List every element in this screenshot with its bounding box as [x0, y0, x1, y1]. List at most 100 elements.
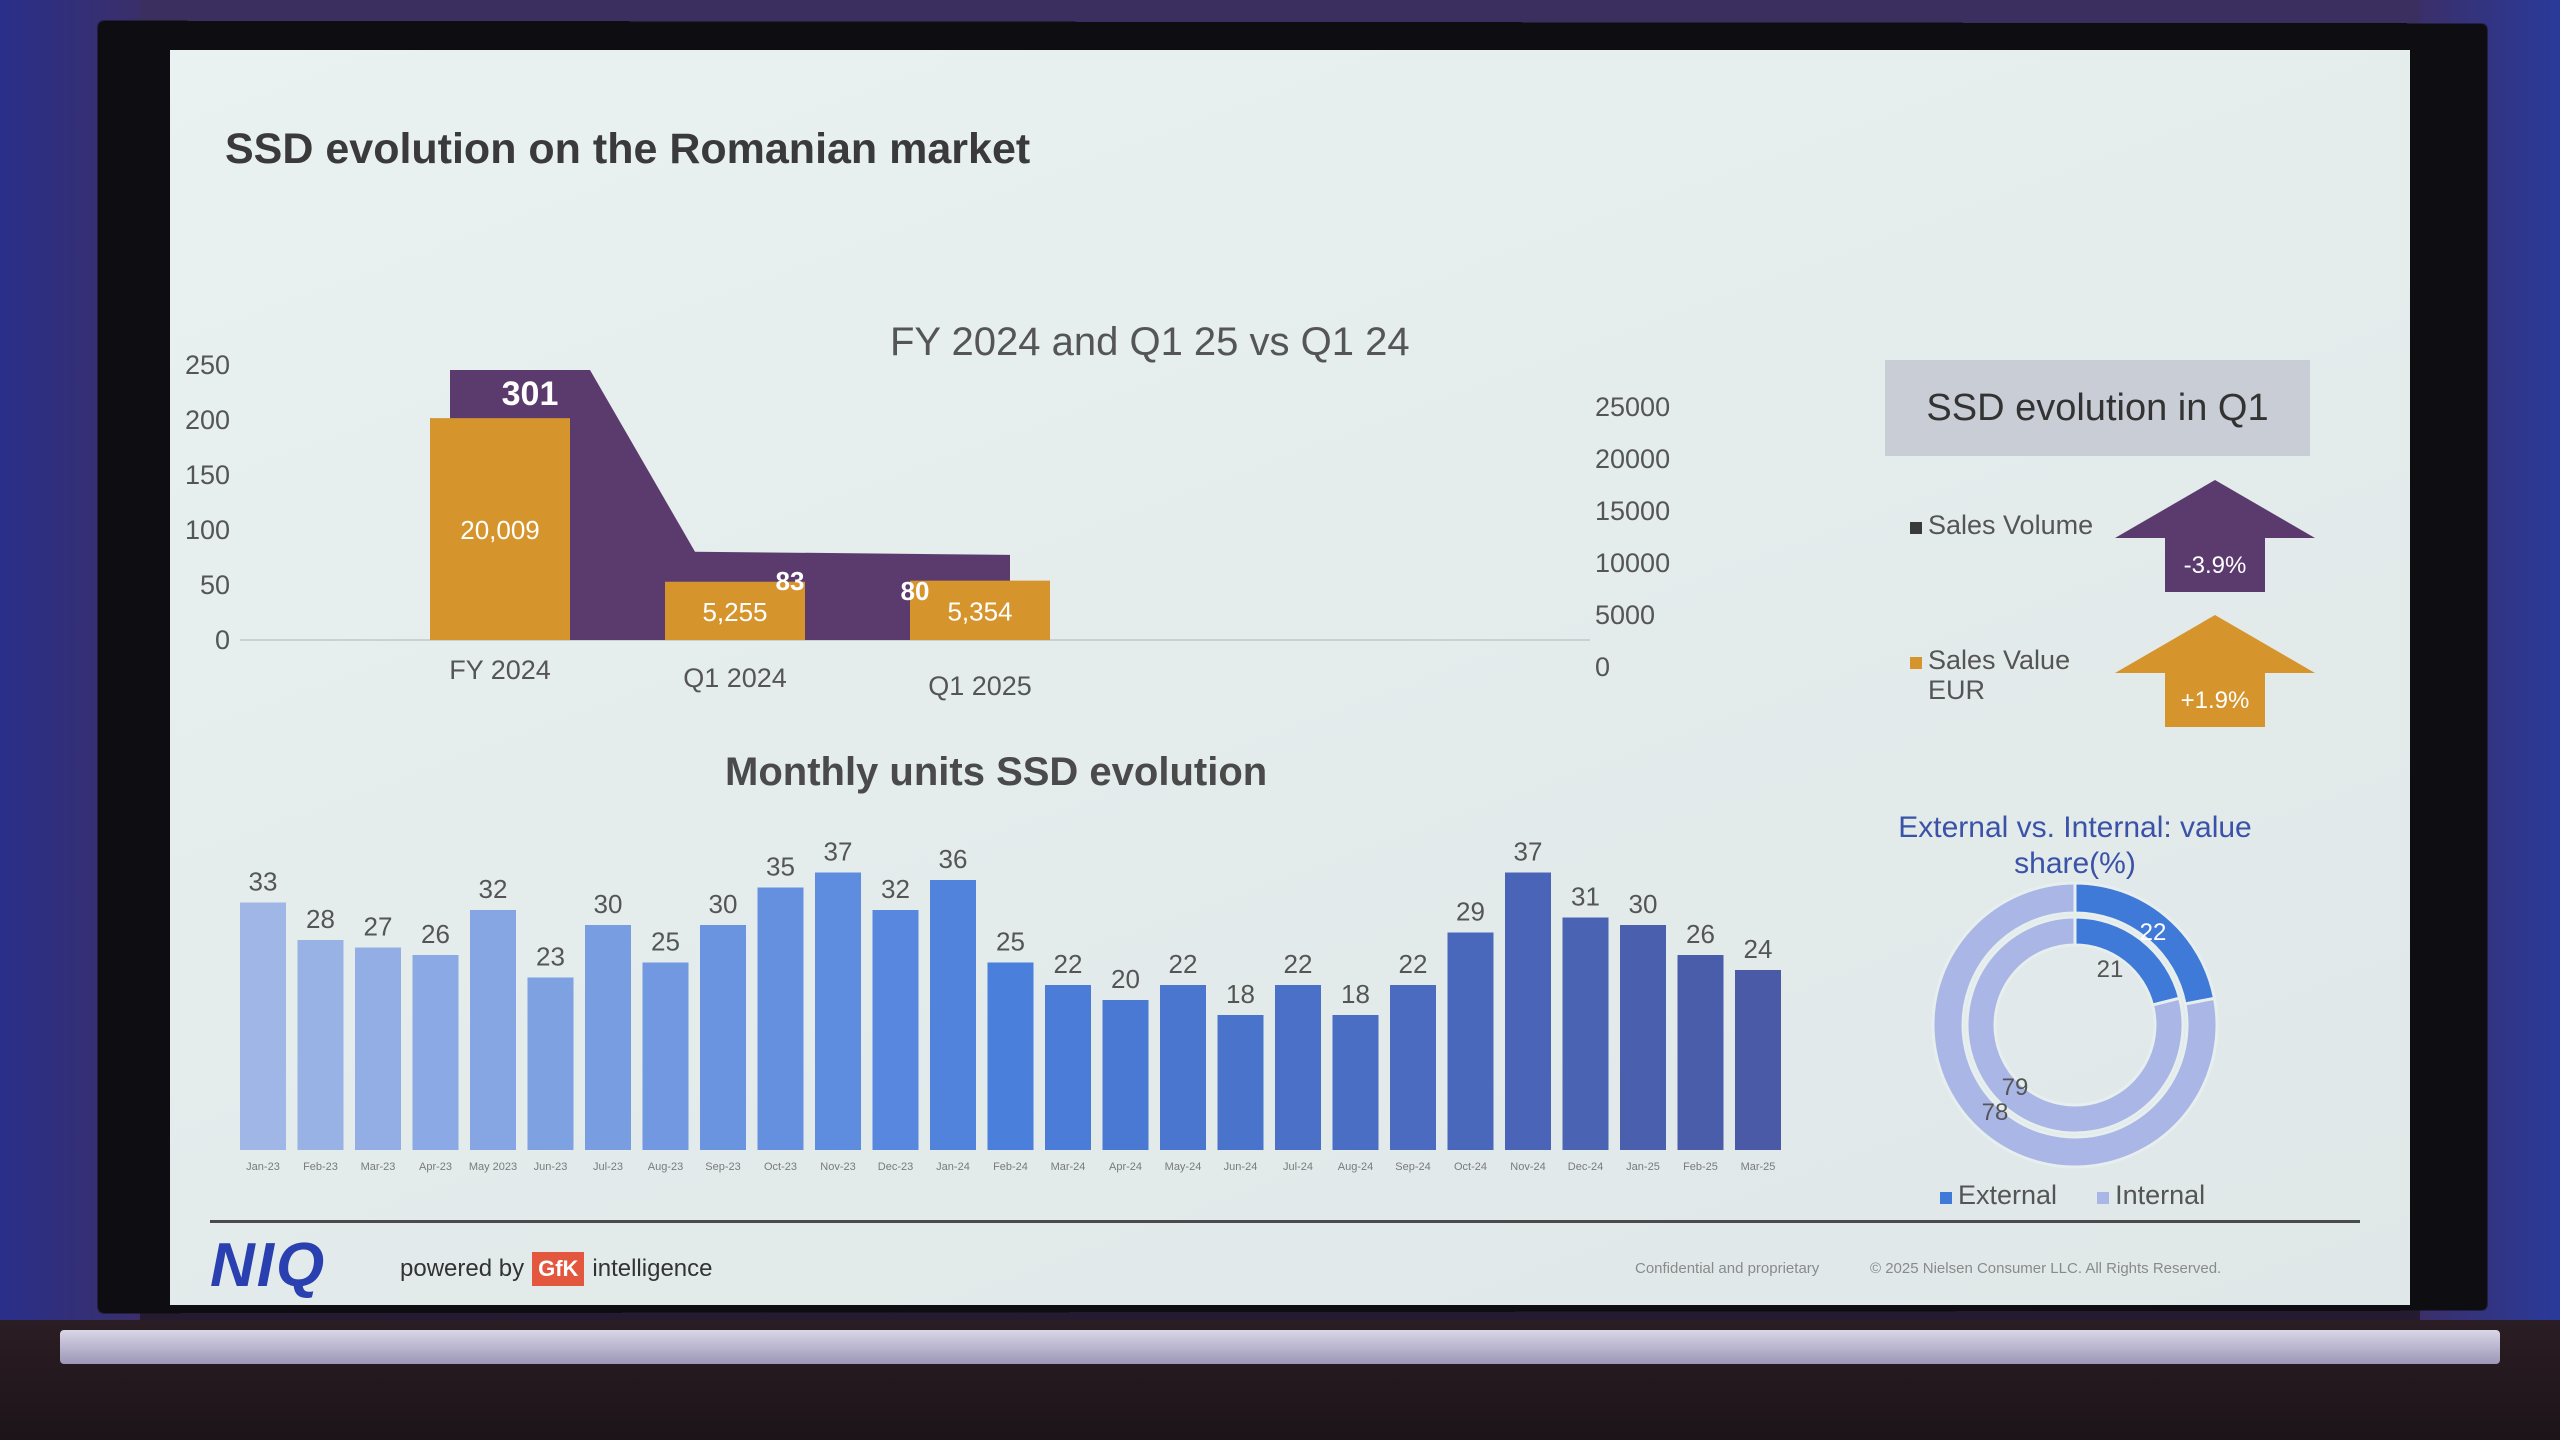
left-axis-tick: 50	[199, 570, 230, 600]
monthly-bar-label: 26	[1686, 919, 1715, 949]
legend-sales-value: Sales Value EUR	[1910, 645, 2070, 705]
monthly-bar	[1505, 872, 1551, 1150]
monthly-bar-label: 26	[421, 919, 450, 949]
combo-category-label: Q1 2024	[683, 663, 787, 693]
monthly-bar	[412, 955, 459, 1150]
monthly-bar-label: 32	[479, 874, 508, 904]
monthly-bar-label: 23	[536, 942, 565, 972]
monthly-bar	[1677, 955, 1724, 1150]
monthly-bar-label: 30	[594, 889, 623, 919]
monthly-bar-label: 18	[1341, 979, 1370, 1009]
monthly-bar-label: 20	[1111, 964, 1140, 994]
monthly-category-label: Jul-23	[593, 1161, 623, 1173]
left-axis-tick: 100	[184, 515, 230, 545]
monthly-bar	[1620, 925, 1666, 1150]
external-legend-icon	[1940, 1192, 1952, 1204]
orange-bar	[910, 580, 1050, 640]
monthly-bar-label: 31	[1571, 882, 1600, 912]
donut-slice-label: 22	[2140, 919, 2167, 946]
internal-slice	[1931, 881, 2219, 1169]
monthly-bar-label: 35	[766, 852, 795, 882]
left-axis-tick: 150	[184, 460, 230, 490]
monthly-bar	[642, 962, 689, 1150]
monthly-bar	[240, 902, 286, 1150]
monthly-bar	[1160, 985, 1206, 1150]
monthly-bar-label: 24	[1744, 934, 1773, 964]
screen-bottom-bar	[60, 1330, 2500, 1364]
sales-value-label: Sales Value	[1928, 645, 2071, 675]
monthly-bar	[1217, 1015, 1264, 1150]
donut-chart-title: External vs. Internal: value share(%)	[1898, 811, 2252, 880]
footer-divider	[210, 1220, 2360, 1223]
monthly-category-label: Jun-23	[534, 1161, 568, 1173]
monthly-bar-label: 18	[1226, 979, 1255, 1009]
internal-legend-icon	[2097, 1192, 2110, 1204]
legend-sales-volume: Sales Volume	[1910, 510, 2093, 540]
monthly-bar	[1102, 1000, 1149, 1150]
right-axis-tick: 15000	[1595, 496, 1671, 526]
monthly-category-label: Feb-23	[303, 1161, 338, 1173]
internal-slice	[1965, 915, 2185, 1135]
monthly-bar-label: 29	[1456, 897, 1485, 927]
right-axis-tick: 20000	[1595, 444, 1671, 474]
monthly-category-label: Aug-24	[1338, 1161, 1373, 1173]
orange-bar	[430, 418, 570, 640]
monthly-category-label: Nov-23	[820, 1161, 855, 1173]
monthly-bar-label: 33	[249, 867, 278, 897]
combo-chart-title: FY 2024 and Q1 25 vs Q1 24	[890, 320, 1410, 364]
monthly-bar-label: 32	[881, 874, 910, 904]
monthly-category-label: Mar-24	[1051, 1161, 1086, 1173]
legend-square-icon	[1910, 657, 1922, 669]
monthly-category-label: Sep-23	[705, 1161, 740, 1173]
monthly-bar	[527, 977, 574, 1150]
monthly-category-label: Nov-24	[1510, 1161, 1545, 1173]
monthly-bar	[1045, 985, 1091, 1150]
monthly-category-label: May 2023	[469, 1161, 517, 1173]
slide-title: SSD evolution on the Romanian market	[225, 125, 1031, 173]
monthly-category-label: Mar-23	[361, 1161, 396, 1173]
monthly-bar-label: 27	[364, 912, 393, 942]
monthly-category-label: Sep-24	[1395, 1161, 1430, 1173]
monthly-bar-label: 30	[709, 889, 738, 919]
up-arrow-icon: +1.9%	[2115, 615, 2315, 727]
monthly-category-label: Aug-23	[648, 1161, 683, 1173]
orange-bar-label: 20,009	[460, 515, 540, 545]
monthly-bar	[1390, 985, 1436, 1150]
monthly-category-label: Jun-24	[1224, 1161, 1258, 1173]
purple-data-label: 80	[901, 576, 930, 606]
monthly-category-label: Apr-23	[419, 1161, 452, 1173]
monthly-bar	[815, 872, 861, 1150]
monthly-bar	[757, 887, 804, 1150]
niq-logo: NIQ	[210, 1231, 327, 1300]
intelligence-text: intelligence	[592, 1255, 713, 1282]
monthly-bar	[872, 910, 919, 1150]
monthly-category-label: Oct-23	[764, 1161, 797, 1173]
monthly-category-label: Feb-25	[1683, 1161, 1718, 1173]
monthly-bar	[1735, 970, 1781, 1150]
donut-slice-label: 78	[1982, 1099, 2009, 1126]
sales-value-change: +1.9%	[2181, 687, 2250, 714]
combo-category-label: FY 2024	[449, 655, 551, 685]
monthly-category-label: Jan-23	[246, 1161, 280, 1173]
monthly-bar	[1447, 932, 1494, 1150]
monthly-category-label: Oct-24	[1454, 1161, 1487, 1173]
monthly-category-label: Mar-25	[1741, 1161, 1776, 1173]
donut-slice-label: 79	[2002, 1074, 2029, 1101]
monthly-bar	[700, 925, 746, 1150]
monthly-bar-label: 25	[996, 927, 1025, 957]
slide: SSD evolution on the Romanian market FY …	[170, 50, 2410, 1305]
donut-slice-label: 21	[2097, 956, 2124, 983]
donut-chart: 22 78 21 79	[1931, 881, 2219, 1169]
sales-volume-label: Sales Volume	[1928, 510, 2094, 540]
monthly-bar	[585, 925, 631, 1150]
orange-bar-label: 5,354	[947, 596, 1012, 626]
down-arrow-icon: -3.9%	[2115, 480, 2315, 592]
monthly-bar-label: 22	[1169, 949, 1198, 979]
monthly-bar-label: 22	[1284, 949, 1313, 979]
combo-category-label: Q1 2025	[928, 671, 1032, 701]
sales-volume-change: -3.9%	[2184, 552, 2247, 579]
legend-internal: Internal	[2115, 1180, 2206, 1210]
sales-value-unit: EUR	[1928, 675, 1986, 705]
monthly-category-label: May-24	[1165, 1161, 1202, 1173]
monthly-bar	[355, 947, 401, 1150]
